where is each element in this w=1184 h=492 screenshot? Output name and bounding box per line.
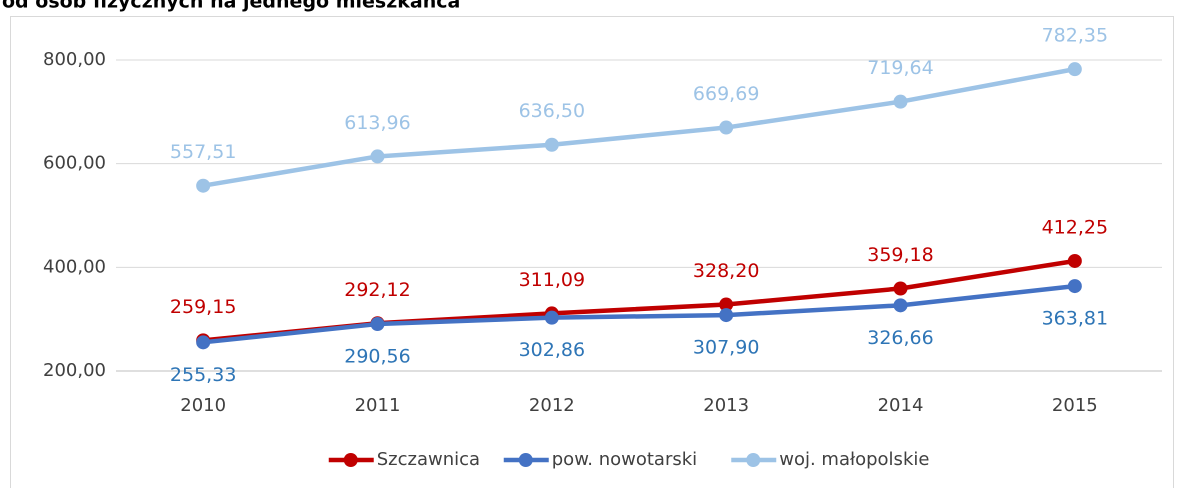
legend-swatch-marker <box>343 453 358 467</box>
x-tick-label: 2013 <box>703 395 749 416</box>
chart-title: od osób fizycznych na jednego mieszkańca <box>2 0 460 13</box>
legend-label: Szczawnica <box>377 449 480 470</box>
series-line <box>202 283 1076 345</box>
data-point <box>370 317 385 332</box>
legend-swatch-marker <box>746 453 761 467</box>
data-label: 302,86 <box>519 339 585 361</box>
data-label: 307,90 <box>693 337 759 359</box>
data-label: 259,15 <box>170 296 236 318</box>
x-tick-label: 2012 <box>529 395 575 416</box>
chart-frame <box>10 16 1174 492</box>
data-point <box>719 120 734 135</box>
data-point <box>1067 253 1082 268</box>
data-point <box>196 335 211 350</box>
data-point <box>196 178 211 193</box>
x-tick-label: 2015 <box>1052 395 1098 416</box>
data-point <box>893 281 908 296</box>
data-label: 311,09 <box>519 269 585 291</box>
data-label: 669,69 <box>693 83 759 105</box>
data-label: 636,50 <box>519 100 585 122</box>
series-line <box>202 66 1076 188</box>
legend-label: pow. nowotarski <box>552 449 697 470</box>
legend-swatch-marker <box>518 453 533 467</box>
x-tick-label: 2014 <box>878 395 924 416</box>
data-point <box>544 310 559 325</box>
y-tick-label: 200,00 <box>43 360 106 381</box>
data-label: 359,18 <box>867 244 933 266</box>
y-tick-label: 400,00 <box>43 256 106 277</box>
data-point <box>893 94 908 109</box>
data-label: 613,96 <box>344 112 410 134</box>
x-tick-label: 2010 <box>180 395 226 416</box>
data-label: 290,56 <box>344 346 410 368</box>
data-point <box>719 308 734 323</box>
data-point <box>370 149 385 164</box>
y-tick-label: 600,00 <box>43 153 106 174</box>
data-point <box>719 297 734 312</box>
data-label: 292,12 <box>344 279 410 301</box>
x-tick-label: 2011 <box>355 395 401 416</box>
data-label: 326,66 <box>867 327 933 349</box>
data-point <box>544 137 559 152</box>
data-label: 328,20 <box>693 260 759 282</box>
y-tick-label: 800,00 <box>43 49 106 70</box>
data-label: 412,25 <box>1042 216 1108 238</box>
data-point <box>1067 279 1082 294</box>
data-point <box>893 298 908 313</box>
legend-label: woj. małopolskie <box>779 449 929 470</box>
data-label: 255,33 <box>170 364 236 386</box>
data-label: 363,81 <box>1042 308 1108 330</box>
data-label: 719,64 <box>867 57 933 79</box>
data-point <box>1067 62 1082 77</box>
data-label: 557,51 <box>170 141 236 163</box>
data-label: 782,35 <box>1042 25 1108 47</box>
